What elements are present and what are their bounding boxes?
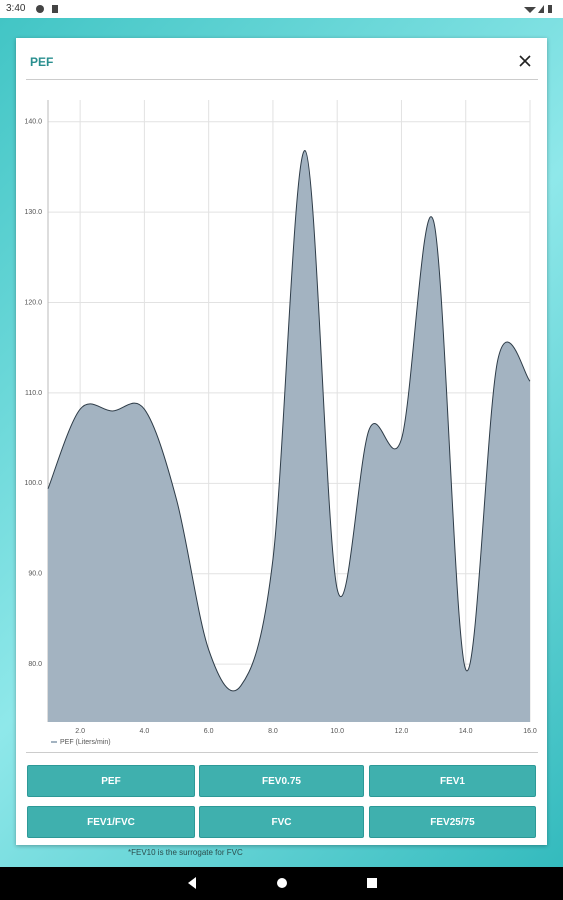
y-tick-label: 130.0 <box>24 209 42 216</box>
x-tick-label: 12.0 <box>395 728 409 735</box>
status-icons <box>36 5 552 13</box>
metric-button[interactable]: FEV1 <box>369 765 536 797</box>
divider <box>26 79 538 80</box>
status-time: 3:40 <box>6 3 26 14</box>
divider <box>26 752 538 753</box>
dialog-title: PEF <box>30 55 54 69</box>
metric-button[interactable]: FEV25/75 <box>369 806 536 838</box>
metric-button[interactable]: FVC <box>199 806 364 838</box>
nav-icons <box>188 877 377 889</box>
x-tick-label: 16.0 <box>523 728 537 735</box>
y-tick-label: 100.0 <box>24 480 42 487</box>
chart: 80.0 90.0 100.0 110.0 120.0 130.0 140.0 2.0 4.0 6… <box>24 100 537 746</box>
metric-button[interactable]: PEF <box>27 765 195 797</box>
nav-bar <box>0 867 563 900</box>
y-tick-label: 90.0 <box>28 571 42 578</box>
x-tick-label: 10.0 <box>330 728 344 735</box>
x-tick-label: 2.0 <box>75 728 85 735</box>
y-tick-label: 120.0 <box>24 299 42 306</box>
footnote: *FEV10 is the surrogate for FVC <box>128 848 243 857</box>
line <box>47 150 531 692</box>
dialog: PEF 80.0 90.0 100.0 110.0 120.0 130.0 140.0 2.0… <box>16 38 547 845</box>
legend-label: PEF (Liters/min) <box>60 739 111 746</box>
metric-button[interactable]: FEV0.75 <box>199 765 364 797</box>
metric-button[interactable]: FEV1/FVC <box>27 806 195 838</box>
close-button[interactable] <box>518 54 532 68</box>
y-tick-label: 80.0 <box>28 661 42 668</box>
x-tick-label: 4.0 <box>140 728 150 735</box>
y-tick-label: 110.0 <box>25 390 42 397</box>
x-tick-label: 14.0 <box>459 728 473 735</box>
x-tick-label: 8.0 <box>268 728 278 735</box>
x-tick-label: 6.0 <box>204 728 214 735</box>
status-bar: 3:40 <box>0 0 563 18</box>
y-tick-label: 140.0 <box>24 119 42 126</box>
area <box>48 150 530 722</box>
